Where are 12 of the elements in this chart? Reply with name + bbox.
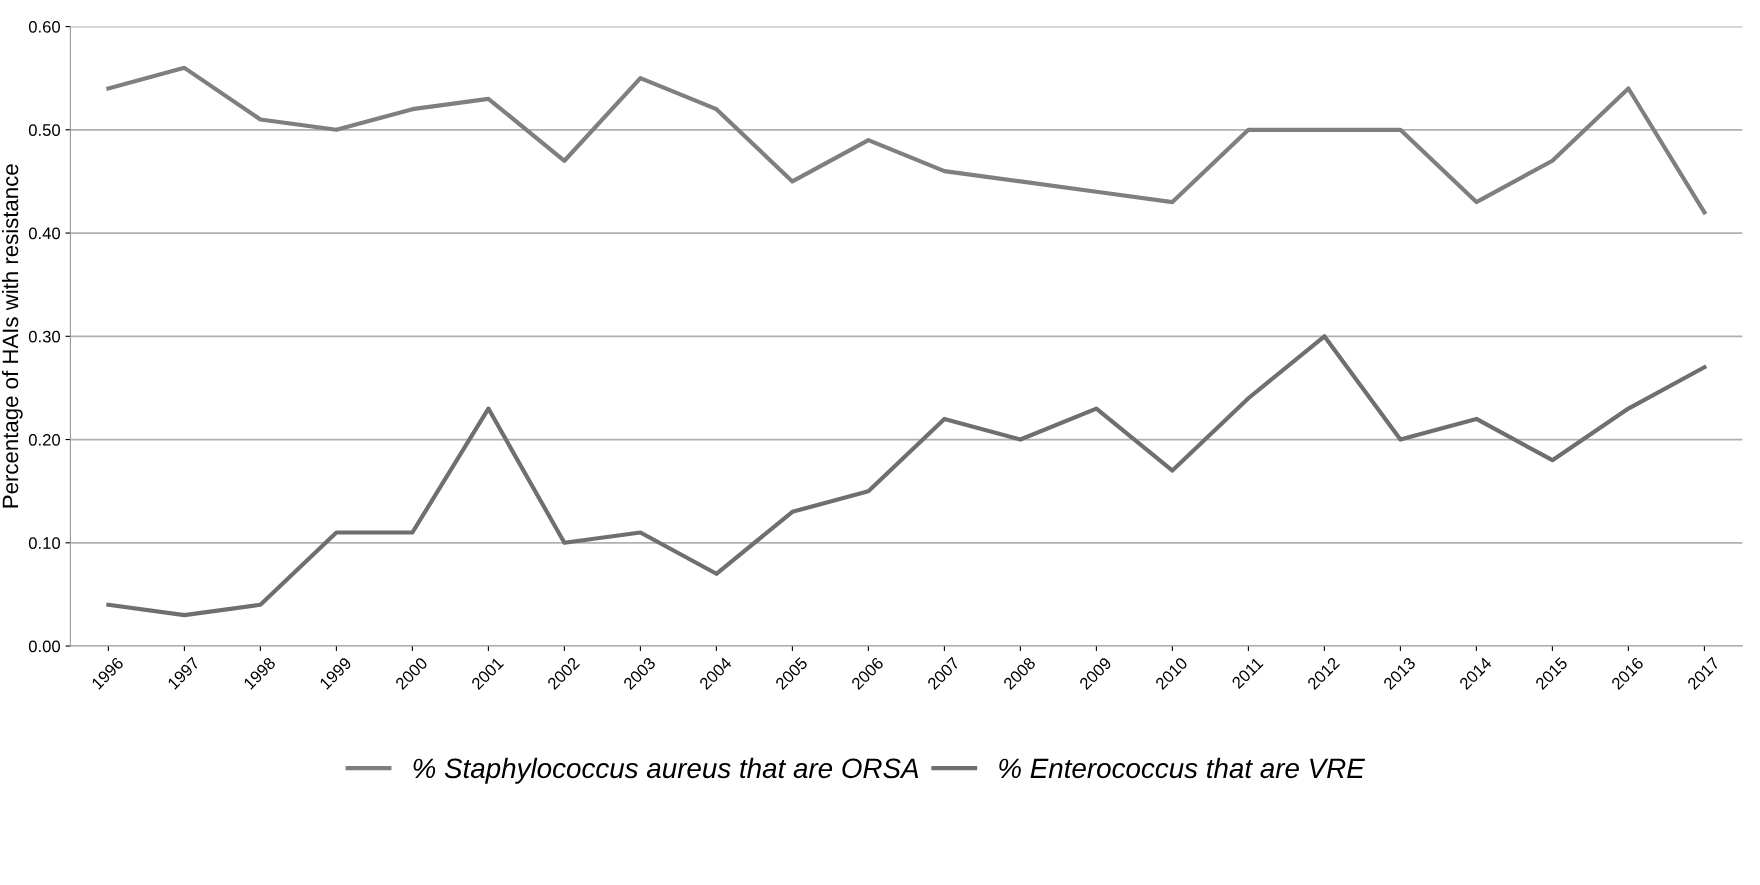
y-axis-title: Percentage of HAIs with resistance xyxy=(1,164,23,508)
y-tick-label: 0.10 xyxy=(28,537,61,549)
line-series xyxy=(106,65,1707,215)
y-tick-label: 0.40 xyxy=(28,227,61,240)
y-tick-label: 0.50 xyxy=(28,124,61,136)
y-tick-label: 0.00 xyxy=(28,640,61,653)
legend-label: % Staphylococcus aureus that are ORSA xyxy=(413,757,919,784)
line-series xyxy=(106,334,1707,618)
y-tick-label: 0.20 xyxy=(28,433,61,446)
legend-label: % Enterococcus that are VRE xyxy=(999,757,1366,779)
y-tick-label: 0.30 xyxy=(28,330,61,343)
y-tick-label: 0.60 xyxy=(28,20,61,33)
